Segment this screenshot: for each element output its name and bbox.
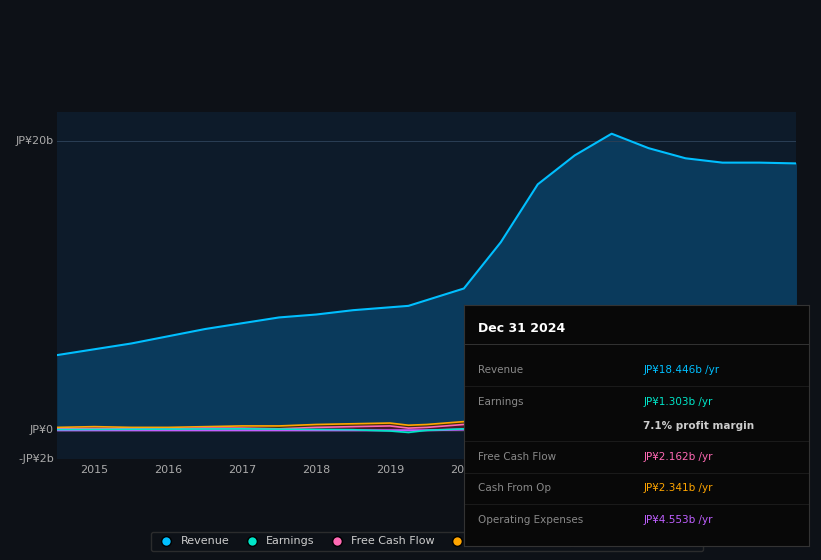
Text: JP¥1.303b /yr: JP¥1.303b /yr <box>643 396 713 407</box>
Text: Dec 31 2024: Dec 31 2024 <box>478 322 565 335</box>
Text: Revenue: Revenue <box>478 365 523 375</box>
Text: Free Cash Flow: Free Cash Flow <box>478 452 556 462</box>
Text: Earnings: Earnings <box>478 396 523 407</box>
Text: -JP¥2b: -JP¥2b <box>18 454 54 464</box>
Text: Operating Expenses: Operating Expenses <box>478 515 583 525</box>
Text: JP¥20b: JP¥20b <box>16 136 54 146</box>
Text: JP¥18.446b /yr: JP¥18.446b /yr <box>643 365 719 375</box>
Text: JP¥4.553b /yr: JP¥4.553b /yr <box>643 515 713 525</box>
Text: JP¥0: JP¥0 <box>30 425 54 435</box>
Text: Cash From Op: Cash From Op <box>478 483 551 493</box>
Text: JP¥2.162b /yr: JP¥2.162b /yr <box>643 452 713 462</box>
Legend: Revenue, Earnings, Free Cash Flow, Cash From Op, Operating Expenses: Revenue, Earnings, Free Cash Flow, Cash … <box>151 532 703 551</box>
Text: 7.1% profit margin: 7.1% profit margin <box>643 421 754 431</box>
Text: JP¥2.341b /yr: JP¥2.341b /yr <box>643 483 713 493</box>
